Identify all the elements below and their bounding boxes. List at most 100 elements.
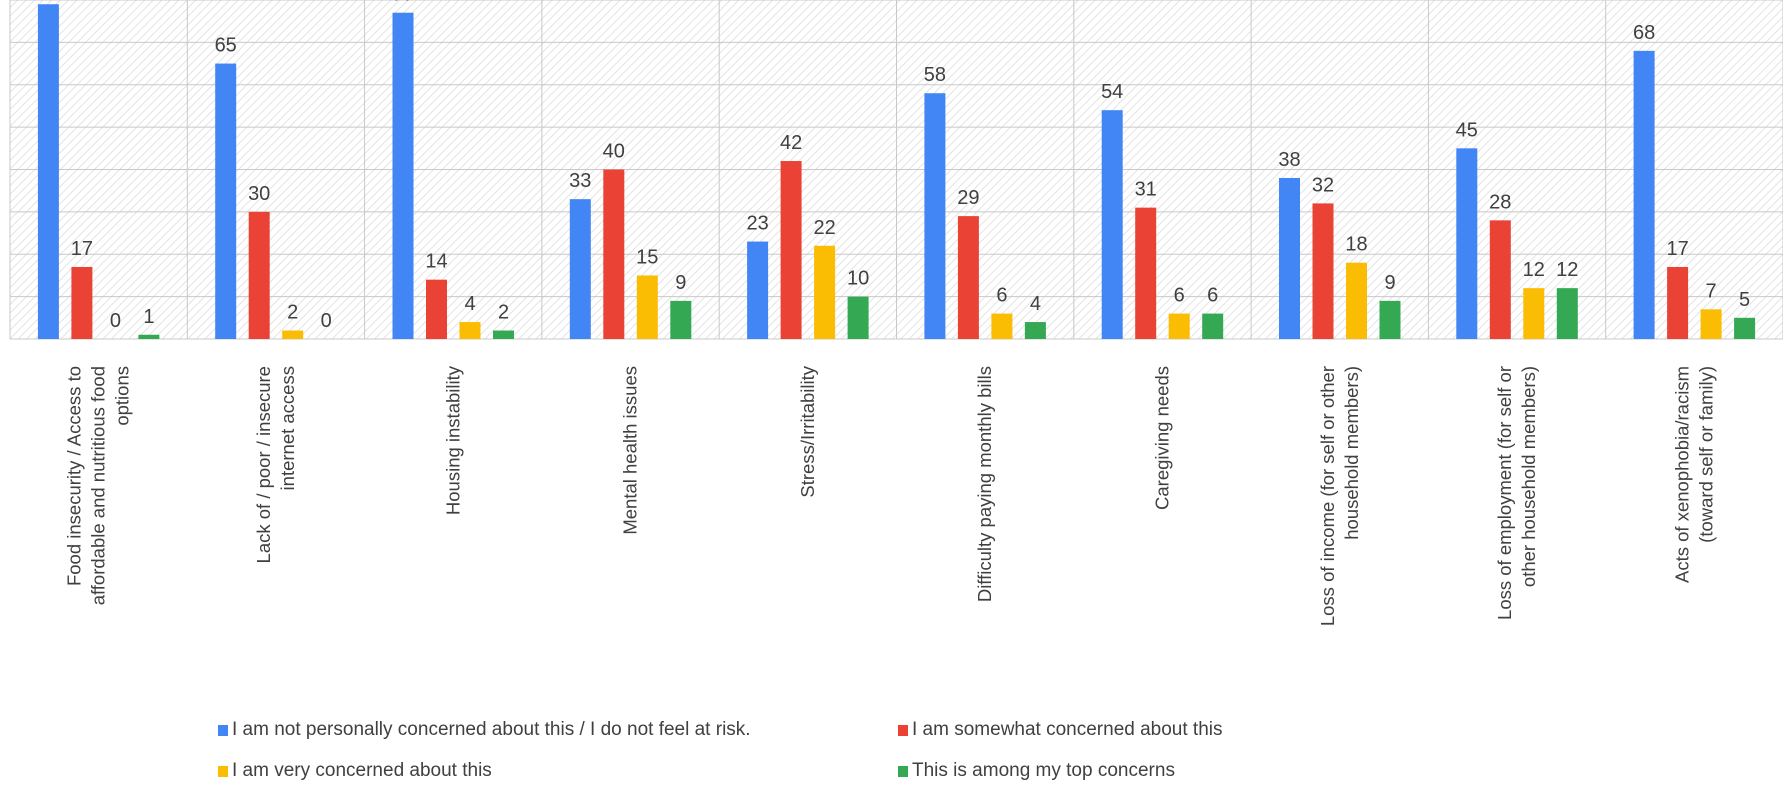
- data-label: 38: [1278, 149, 1300, 171]
- bar: [1346, 262, 1367, 339]
- bars: [37, 4, 1756, 340]
- x-tick-label: Housing instability: [442, 365, 463, 515]
- x-tick-label: Acts of xenophobia/racism (toward self or…: [1671, 366, 1716, 583]
- x-tick-label-line: Caregiving needs: [1151, 366, 1172, 510]
- x-tick-label-line: Loss of employment (for self or: [1494, 366, 1515, 620]
- legend-swatch: [218, 765, 228, 777]
- bar: [138, 334, 160, 339]
- x-tick-label-line: Acts of xenophobia/racism: [1671, 366, 1692, 583]
- bar: [1489, 220, 1511, 339]
- data-label: 77: [392, 0, 414, 6]
- data-label: 42: [780, 132, 802, 154]
- x-tick-label-line: (toward self or family): [1695, 366, 1716, 543]
- x-tick-label-line: Food insecurity / Access to: [64, 366, 85, 586]
- bar: [1024, 322, 1046, 339]
- bar: [603, 169, 625, 339]
- x-tick-label-line: household members): [1341, 366, 1362, 540]
- bar: [1135, 207, 1157, 339]
- data-label: 54: [1101, 81, 1123, 103]
- data-label: 15: [636, 246, 658, 268]
- bar: [924, 93, 946, 339]
- value-labels: 7917016530207714423340159234222105829645…: [71, 0, 1750, 332]
- legend-swatch: [218, 724, 228, 736]
- bar: [670, 300, 692, 339]
- data-label: 2: [287, 302, 298, 324]
- data-label: 5: [1739, 289, 1750, 311]
- data-label: 23: [746, 213, 768, 235]
- data-label: 6: [1207, 285, 1218, 307]
- x-tick-label-line: internet access: [277, 366, 298, 490]
- legend-swatch: [898, 724, 908, 736]
- x-tick-label: Mental health issues: [620, 366, 641, 535]
- legend-label: I am not personally concerned about this…: [232, 719, 751, 740]
- x-tick-label-line: Lack of / poor / insecure: [253, 366, 274, 563]
- data-label: 2: [498, 302, 509, 324]
- data-label: 45: [1456, 119, 1478, 141]
- bar: [493, 330, 514, 339]
- data-label: 31: [1135, 179, 1157, 201]
- bar: [780, 161, 802, 339]
- data-label: 17: [71, 238, 93, 260]
- legend-item-somewhat-concerned: I am somewhat concerned about this: [898, 719, 1223, 741]
- legend-label: This is among my top concerns: [912, 760, 1175, 781]
- data-label: 12: [1556, 259, 1578, 281]
- x-tick-label: Food insecurity / Access to affordable an…: [64, 366, 133, 605]
- data-label: 4: [464, 293, 475, 315]
- legend-item-very-concerned: I am very concerned about this: [218, 760, 492, 782]
- bar: [1734, 317, 1756, 339]
- x-tick-label: Loss of employment (for self or other hou…: [1494, 366, 1539, 620]
- data-label: 9: [1384, 272, 1395, 294]
- x-tick-label: Difficulty paying monthly bills: [974, 366, 995, 602]
- bar: [248, 211, 270, 339]
- data-label: 40: [603, 141, 625, 163]
- x-tick-label-line: Mental health issues: [620, 366, 641, 535]
- bar: [1523, 288, 1545, 339]
- data-label: 10: [847, 268, 869, 290]
- data-label: 33: [569, 170, 591, 192]
- data-label: 6: [1174, 285, 1185, 307]
- data-label: 1: [143, 306, 154, 328]
- x-tick-label-line: other household members): [1518, 366, 1539, 587]
- data-label: 6: [996, 285, 1007, 307]
- legend-swatch: [898, 765, 908, 777]
- data-label: 68: [1633, 22, 1655, 44]
- data-label: 58: [924, 64, 946, 86]
- bar: [1667, 266, 1689, 339]
- bar: [814, 245, 836, 339]
- data-label: 0: [321, 310, 332, 332]
- legend-label: I am somewhat concerned about this: [912, 719, 1223, 740]
- bar: [1279, 177, 1300, 339]
- data-label: 29: [957, 187, 979, 209]
- bar: [1700, 309, 1722, 339]
- bar: [392, 12, 414, 340]
- x-tick-label-line: Housing instability: [442, 365, 463, 515]
- bar: [1379, 300, 1401, 339]
- data-label: 17: [1666, 238, 1688, 260]
- bar: [1556, 288, 1578, 339]
- data-label: 65: [215, 35, 237, 57]
- bar: [71, 266, 93, 339]
- data-label: 14: [425, 251, 447, 273]
- bar: [1312, 203, 1334, 339]
- legend-label: I am very concerned about this: [232, 760, 492, 781]
- data-label: 22: [813, 217, 835, 239]
- category-labels: Food insecurity / Access to affordable an…: [64, 365, 1717, 626]
- x-tick-label-line: affordable and nutritious food: [88, 366, 109, 605]
- bar: [37, 4, 59, 340]
- x-tick-label: Stress/Irritability: [797, 365, 818, 497]
- x-tick-label: Caregiving needs: [1151, 366, 1172, 510]
- bar: [847, 296, 869, 339]
- x-tick-label-line: Loss of income (for self or other: [1317, 366, 1338, 626]
- bar: [215, 63, 237, 339]
- x-tick-label-line: Difficulty paying monthly bills: [974, 366, 995, 602]
- bar: [1101, 110, 1123, 339]
- x-tick-label: Loss of income (for self or other househo…: [1317, 366, 1362, 626]
- legend-item-top-concerns: This is among my top concerns: [898, 760, 1175, 782]
- bar: [957, 216, 979, 339]
- gridlines: [9, 0, 1783, 340]
- bar: [1456, 148, 1478, 339]
- bar: [569, 199, 591, 339]
- data-label: 30: [248, 183, 270, 205]
